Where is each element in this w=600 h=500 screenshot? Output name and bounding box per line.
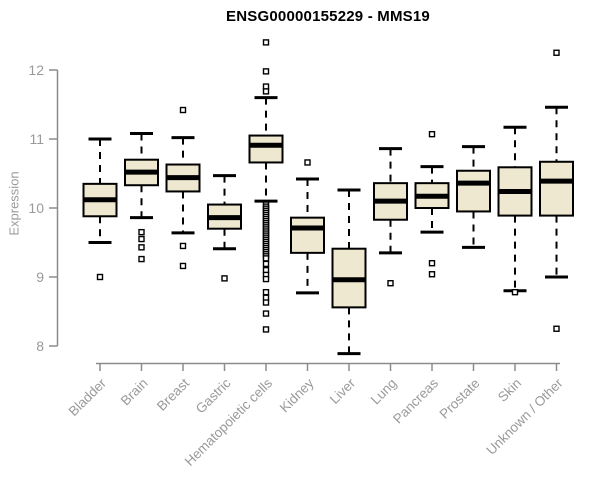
outlier-marker bbox=[262, 39, 270, 46]
outlier-marker bbox=[138, 235, 145, 243]
x-tick-label: Skin bbox=[495, 376, 524, 405]
box bbox=[456, 169, 491, 213]
outlier-marker bbox=[428, 130, 436, 138]
outlier-marker bbox=[179, 106, 187, 114]
outlier-marker bbox=[179, 242, 187, 250]
outlier-marker bbox=[221, 275, 228, 282]
outlier-marker bbox=[262, 326, 270, 333]
outlier-marker bbox=[138, 255, 145, 263]
x-tick-label: Prostate bbox=[436, 376, 482, 422]
outlier-marker bbox=[262, 288, 270, 296]
x-tick-label: Bladder bbox=[66, 375, 110, 419]
outlier-marker bbox=[138, 244, 145, 251]
outlier-marker bbox=[262, 275, 270, 283]
outlier-marker bbox=[179, 262, 187, 270]
outlier-marker bbox=[96, 273, 104, 281]
outlier-marker bbox=[428, 271, 436, 278]
y-tick-label: 12 bbox=[28, 62, 44, 78]
outlier-marker bbox=[428, 260, 436, 267]
outlier-marker bbox=[387, 280, 394, 287]
x-tick-label: Liver bbox=[327, 375, 359, 407]
x-tick-label: Brain bbox=[118, 376, 151, 409]
box bbox=[290, 216, 325, 254]
x-tick-label: Kidney bbox=[277, 375, 317, 415]
x-tick-label: Breast bbox=[154, 375, 192, 413]
outlier-marker bbox=[262, 68, 270, 75]
y-tick-label: 9 bbox=[36, 269, 44, 285]
x-tick-label: Pancreas bbox=[390, 375, 441, 426]
box bbox=[539, 160, 574, 217]
x-tick-label: Gastric bbox=[193, 375, 234, 416]
outlier-marker bbox=[304, 159, 311, 166]
outlier-marker bbox=[262, 310, 270, 317]
outlier-marker bbox=[138, 228, 145, 236]
y-tick-label: 10 bbox=[28, 200, 44, 216]
outlier-marker bbox=[262, 299, 270, 306]
x-tick-label: Lung bbox=[368, 376, 400, 408]
outlier-marker bbox=[262, 255, 270, 262]
y-tick-label: 8 bbox=[36, 338, 44, 354]
outlier-marker bbox=[553, 325, 560, 332]
x-tick-label: Unknown / Other bbox=[483, 375, 566, 458]
outlier-marker bbox=[511, 288, 519, 296]
outlier-marker bbox=[262, 88, 270, 95]
outlier-marker bbox=[262, 260, 270, 268]
chart-title: ENSG00000155229 - MMS19 bbox=[226, 8, 430, 25]
box bbox=[248, 134, 284, 164]
y-tick-label: 11 bbox=[29, 131, 44, 147]
outlier-marker bbox=[553, 49, 560, 56]
